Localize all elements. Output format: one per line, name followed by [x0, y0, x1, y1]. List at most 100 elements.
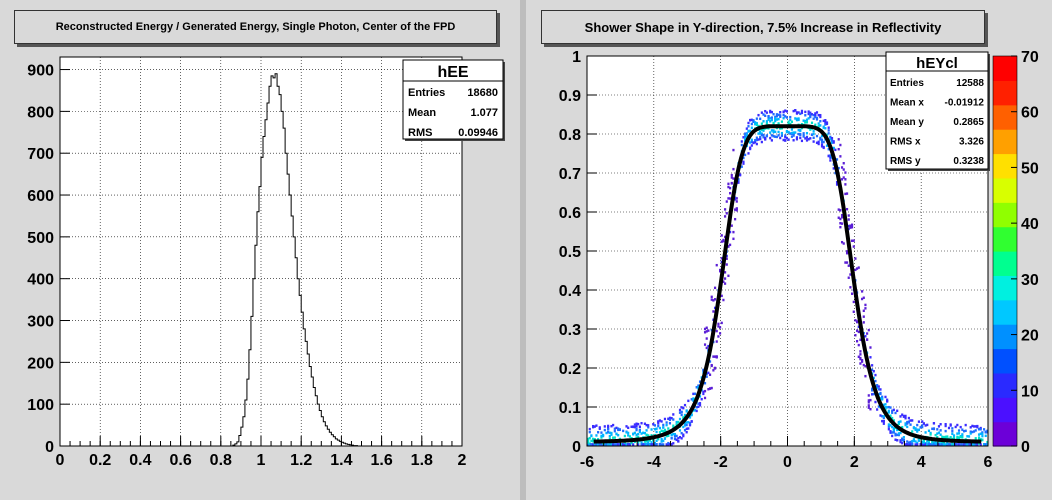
right-x-tick-label: -4: [647, 454, 661, 471]
heatmap-cell: [879, 414, 882, 417]
heatmap-cell: [767, 118, 770, 121]
heatmap-cell: [832, 146, 835, 150]
heatmap-cell: [937, 431, 941, 434]
heatmap-cell: [944, 443, 947, 446]
heatmap-cell: [754, 122, 757, 126]
heatmap-cell: [852, 245, 855, 248]
heatmap-cell: [906, 440, 909, 443]
heatmap-cell: [964, 429, 967, 433]
heatmap-cell: [765, 120, 768, 123]
heatmap-cell: [901, 441, 904, 445]
left-stats-label: RMS: [408, 127, 432, 139]
heatmap-cell: [598, 443, 601, 446]
heatmap-cell: [730, 224, 733, 227]
heatmap-cell: [844, 261, 847, 264]
heatmap-cell: [820, 138, 824, 142]
heatmap-cell: [891, 416, 894, 420]
heatmap-cell: [812, 117, 815, 120]
heatmap-cell: [914, 427, 917, 430]
heatmap-cell: [643, 440, 646, 443]
heatmap-cell: [862, 321, 865, 324]
heatmap-cell: [760, 140, 763, 144]
heatmap-cell: [790, 128, 794, 131]
heatmap-cell: [652, 443, 655, 446]
heatmap-cell: [642, 431, 645, 435]
heatmap-cell: [725, 200, 728, 203]
heatmap-cell: [871, 364, 874, 367]
heatmap-cell: [638, 430, 641, 434]
heatmap-cell: [896, 439, 899, 442]
left-x-tick-label: 1.8: [411, 452, 433, 469]
heatmap-cell: [697, 386, 700, 389]
heatmap-cell: [747, 121, 750, 125]
heatmap-cell: [600, 434, 603, 438]
heatmap-cell: [672, 418, 675, 421]
heatmap-cell: [835, 183, 839, 186]
heatmap-cell: [817, 140, 820, 144]
heatmap-cell: [944, 429, 947, 433]
heatmap-cell: [919, 443, 922, 446]
heatmap-cell: [819, 113, 822, 117]
heatmap-cell: [825, 144, 829, 147]
heatmap-cell: [678, 408, 682, 412]
right-x-tick-label: 2: [850, 454, 859, 471]
heatmap-cell: [887, 405, 890, 409]
heatmap-cell: [829, 159, 832, 162]
heatmap-cell: [720, 240, 723, 243]
heatmap-cell: [612, 436, 615, 439]
heatmap-cell: [795, 137, 799, 141]
heatmap-cell: [882, 416, 885, 420]
heatmap-cell: [892, 419, 895, 422]
left-y-tick-label: 600: [27, 188, 54, 205]
heatmap-cell: [615, 432, 618, 436]
heatmap-cell: [820, 145, 824, 148]
heatmap-cell: [729, 192, 732, 195]
heatmap-cell: [911, 419, 914, 422]
heatmap-cell: [775, 118, 778, 121]
heatmap-cell: [690, 420, 693, 423]
heatmap-cell: [627, 443, 630, 446]
heatmap-cell: [779, 110, 782, 114]
heatmap-cell: [977, 433, 981, 436]
heatmap-cell: [877, 385, 880, 388]
heatmap-cell: [927, 429, 931, 432]
heatmap-cell: [932, 443, 936, 446]
heatmap-cell: [887, 411, 890, 414]
heatmap-cell: [720, 321, 723, 325]
heatmap-cell: [590, 434, 593, 437]
heatmap-cell: [809, 111, 812, 115]
heatmap-cell: [891, 431, 894, 434]
heatmap-cell: [839, 225, 842, 229]
heatmap-cell: [931, 441, 934, 445]
heatmap-cell: [867, 401, 870, 404]
heatmap-cell: [779, 115, 782, 118]
heatmap-cell: [916, 423, 919, 427]
heatmap-cell: [670, 416, 673, 420]
heatmap-cell: [964, 443, 967, 446]
heatmap-cell: [757, 132, 760, 135]
heatmap-cell: [755, 136, 758, 140]
heatmap-cell: [797, 132, 800, 136]
heatmap-cell: [834, 171, 837, 175]
heatmap-cell: [670, 437, 673, 440]
heatmap-cell: [732, 148, 735, 152]
heatmap-cell: [871, 393, 874, 396]
heatmap-cell: [924, 443, 927, 446]
heatmap-cell: [772, 130, 775, 134]
heatmap-cell: [667, 441, 670, 445]
heatmap-cell: [657, 424, 660, 428]
heatmap-cell: [734, 198, 737, 201]
heatmap-cell: [904, 414, 907, 418]
heatmap-cell: [597, 438, 600, 441]
heatmap-cell: [927, 439, 931, 442]
heatmap-cell: [951, 427, 954, 430]
heatmap-cell: [637, 435, 640, 439]
heatmap-cell: [745, 135, 748, 138]
heatmap-cell: [901, 425, 904, 429]
heatmap-cell: [660, 440, 663, 443]
colorbar-tick-label: 10: [1021, 383, 1039, 400]
heatmap-cell: [643, 431, 646, 435]
heatmap-cell: [800, 109, 804, 113]
heatmap-cell: [942, 441, 946, 444]
heatmap-cell: [795, 136, 799, 139]
